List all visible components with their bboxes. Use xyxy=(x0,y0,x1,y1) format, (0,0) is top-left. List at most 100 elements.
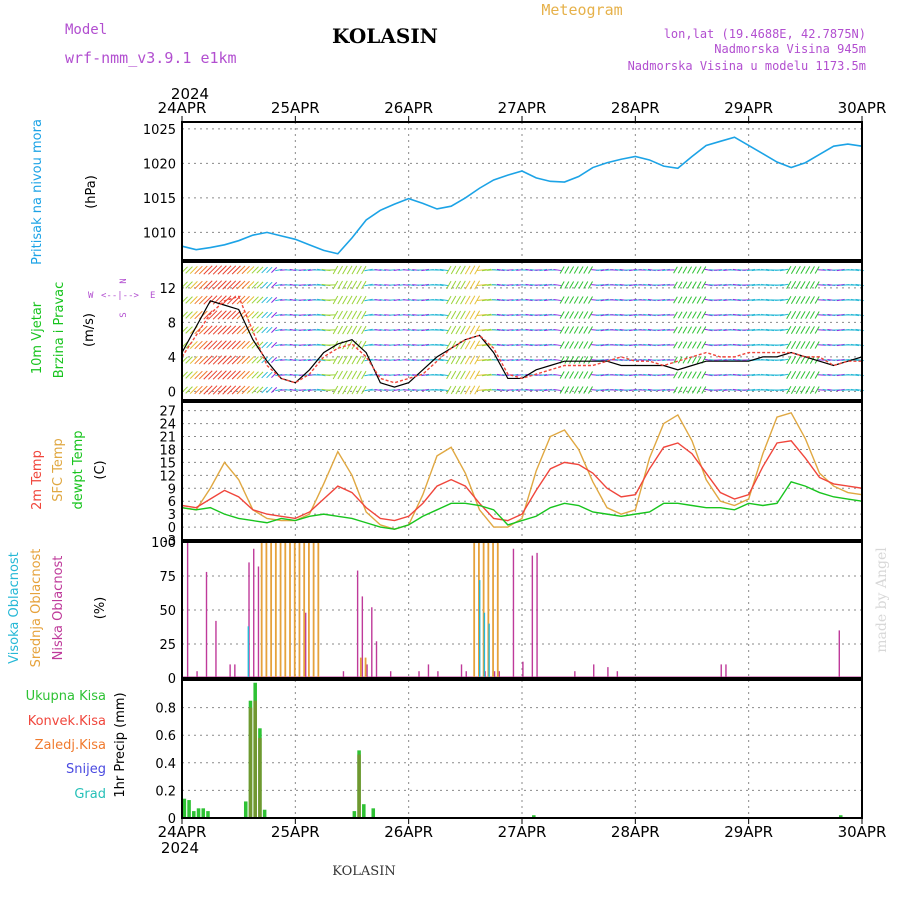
wind-arrow xyxy=(559,281,565,289)
wind-arrow xyxy=(491,389,501,391)
wind-arrow xyxy=(198,370,208,380)
bottom-day-label: 27APR xyxy=(498,823,547,841)
wind-arrow xyxy=(469,385,476,395)
wind-arrow xyxy=(629,388,637,392)
wind-arrow xyxy=(790,266,797,274)
y-tick-label: 12 xyxy=(159,469,176,484)
wind-arrow xyxy=(569,356,575,364)
wind-arrow xyxy=(511,283,519,287)
wind-arrow xyxy=(701,266,707,274)
y-tick-label: 0.8 xyxy=(155,702,176,717)
wind-arrow xyxy=(578,341,584,349)
wind-arrow xyxy=(800,296,806,304)
wind-arrow xyxy=(643,328,652,332)
wind-arrow xyxy=(231,340,241,350)
wind-arrow xyxy=(569,326,575,334)
wind-arrow xyxy=(491,329,501,331)
wind-arrow xyxy=(236,295,246,305)
precip-panel: 0 0.2 0.4 0.6 0.8 xyxy=(155,679,863,827)
wind-arrow xyxy=(795,371,801,379)
wind-arrow xyxy=(361,310,367,320)
wind-arrow xyxy=(284,269,292,271)
wind-arrow xyxy=(850,313,860,317)
wind-arrow xyxy=(203,355,213,365)
wind-arrow xyxy=(687,296,693,304)
wind-arrow xyxy=(231,280,241,290)
wind-arrow xyxy=(718,313,727,317)
wind-arrow xyxy=(687,386,693,394)
wind-arrow xyxy=(569,281,575,289)
wind-arrow xyxy=(765,388,775,392)
wind-arrow xyxy=(251,371,259,379)
wind-arrow xyxy=(469,295,476,305)
wind-arrow xyxy=(800,311,806,319)
wind-arrow xyxy=(460,295,466,305)
wind-arrow xyxy=(421,283,430,287)
wind-arrow xyxy=(256,326,264,334)
wind-arrow xyxy=(588,281,593,289)
wind-arrow xyxy=(455,295,462,305)
wind-arrow xyxy=(284,284,292,286)
wind-arrow xyxy=(435,268,444,272)
wind-arrow xyxy=(388,284,396,286)
wind-arrow xyxy=(805,386,811,394)
wind-arrow xyxy=(342,355,348,365)
wind-arrow xyxy=(805,371,811,379)
y-tick-label: 0 xyxy=(168,672,176,687)
wind-arrow xyxy=(351,280,358,290)
wind-arrow xyxy=(469,370,476,380)
wind-arrow xyxy=(317,328,326,332)
wind-arrow xyxy=(696,386,702,394)
wind-arrow xyxy=(573,341,579,349)
wind-arrow xyxy=(317,388,326,392)
wind-arrow xyxy=(337,385,343,395)
wind-arrow xyxy=(746,328,756,332)
wind-arrow xyxy=(303,343,311,347)
wind-arrow xyxy=(379,343,387,347)
wind-arrow xyxy=(439,298,449,302)
wind-arrow xyxy=(610,284,619,286)
y-tick-label: 0.6 xyxy=(155,729,176,744)
wind-arrow xyxy=(217,280,227,290)
wind-arrow xyxy=(704,313,713,317)
wind-arrow xyxy=(450,295,457,305)
panel-frame xyxy=(181,679,863,819)
wind-arrow xyxy=(222,370,232,380)
wind-arrow xyxy=(553,313,562,317)
wind-arrow xyxy=(476,388,487,392)
wind-arrow xyxy=(450,370,457,380)
wind-arrow xyxy=(809,371,815,379)
wind-arrow xyxy=(222,295,232,305)
wind-arrow xyxy=(332,295,339,305)
wind-arrow xyxy=(266,311,273,319)
wind-arrow xyxy=(407,283,415,287)
precip-total-bar xyxy=(243,801,248,818)
wind-arrow xyxy=(786,386,792,394)
wind-arrow xyxy=(775,283,784,287)
wind-arrow xyxy=(439,328,449,332)
wind-arrow xyxy=(198,340,208,350)
wind-arrow xyxy=(450,310,457,320)
wind-arrow xyxy=(212,340,223,350)
wind-arrow xyxy=(446,280,452,290)
wind-arrow xyxy=(275,343,283,347)
wind-arrow xyxy=(439,283,449,287)
cloud-panel: 0 25 50 75 100 xyxy=(151,536,863,687)
precip-total-bar xyxy=(206,811,210,818)
wind-arrow xyxy=(682,356,688,364)
wind-arrow xyxy=(786,326,792,334)
page-title: KOLASIN xyxy=(332,24,438,48)
panel-frame xyxy=(181,401,863,541)
wind-arrow xyxy=(227,280,237,290)
wind-side-label-1: 10m Vjetar xyxy=(30,301,45,374)
wind-arrow xyxy=(673,386,678,394)
wind-arrow xyxy=(836,283,845,287)
wind-arrow xyxy=(657,358,666,362)
wind-arrow xyxy=(227,355,237,365)
wind-arrow xyxy=(446,385,452,395)
wind-arrow xyxy=(610,374,619,376)
wind-arrow xyxy=(261,281,268,289)
wind-arrow xyxy=(246,281,255,289)
wind-arrow xyxy=(559,386,565,394)
wind-arrow xyxy=(236,265,246,275)
